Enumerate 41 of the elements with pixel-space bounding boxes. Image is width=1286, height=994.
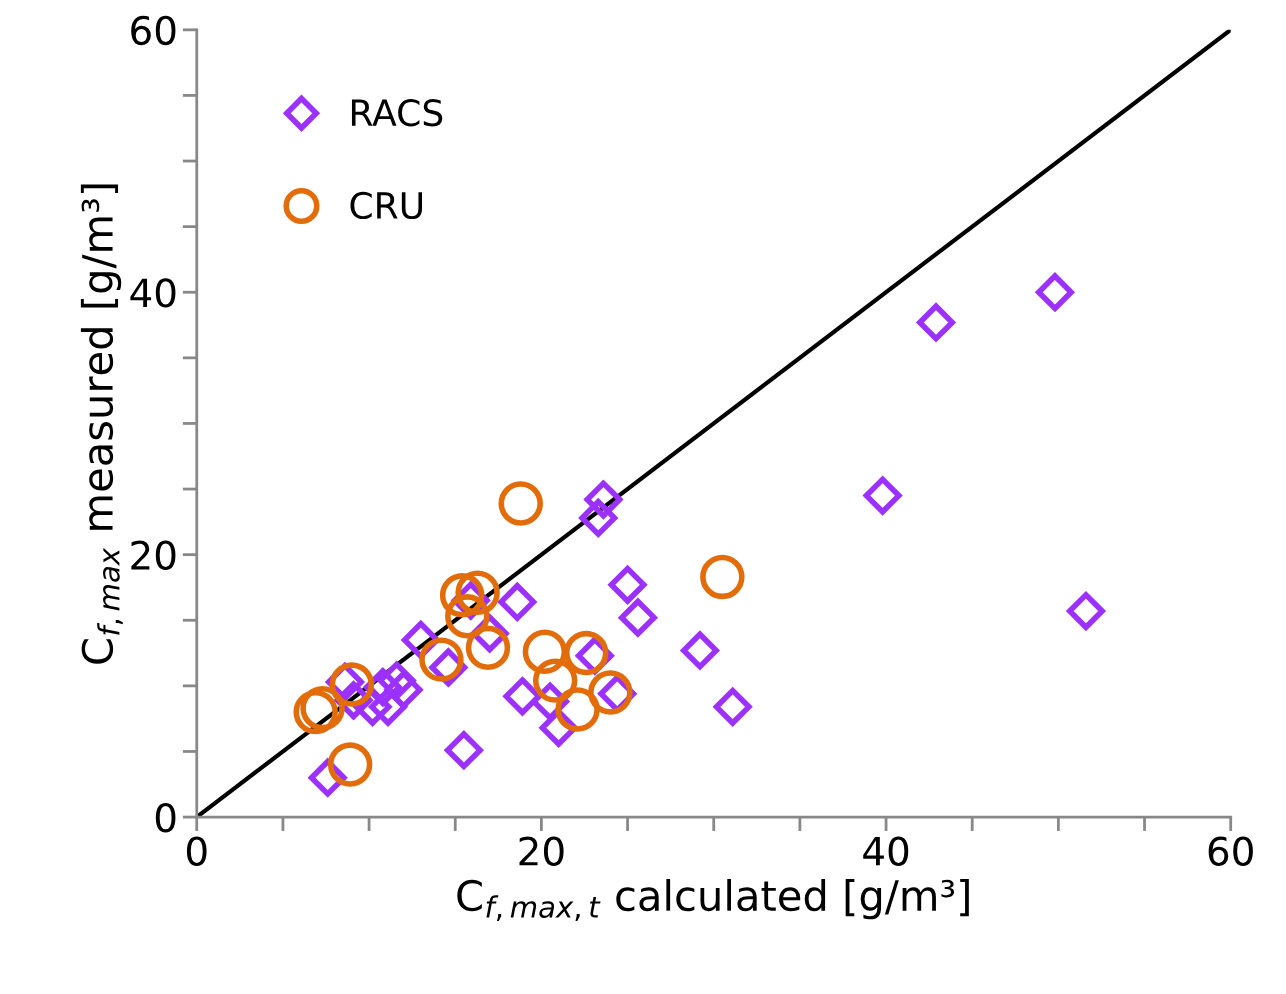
point <box>917 303 956 342</box>
point <box>300 685 345 731</box>
x-tick-label: 60 <box>1208 836 1253 866</box>
point <box>532 658 578 703</box>
point <box>498 481 543 526</box>
x-tick-label: 20 <box>519 836 564 866</box>
legend-label: RACS <box>351 99 443 127</box>
point <box>588 670 633 715</box>
point <box>863 476 902 515</box>
point <box>377 661 416 700</box>
point <box>522 629 568 674</box>
point <box>329 662 375 707</box>
legend-label: CRU <box>350 191 423 220</box>
point <box>445 594 490 639</box>
point <box>293 689 338 735</box>
y-tick-label: 20 <box>131 540 176 570</box>
x-tick-label: 0 <box>186 836 207 866</box>
point <box>439 573 485 618</box>
point <box>1035 273 1074 312</box>
point <box>327 742 373 787</box>
y-axis-title: C$_{f,max}$ measured [g/m³] <box>80 184 123 664</box>
point <box>680 631 719 670</box>
point <box>713 687 752 726</box>
point <box>608 565 647 604</box>
y-tick-label: 60 <box>131 15 176 46</box>
point <box>700 554 745 600</box>
x-axis-title: C$_{f,max,t}$ calculated [g/m³] <box>457 879 969 921</box>
y-tick-label: 0 <box>155 802 176 833</box>
point <box>498 582 537 621</box>
point <box>563 630 609 676</box>
point <box>419 637 464 682</box>
point <box>455 570 500 615</box>
point <box>465 625 511 671</box>
point <box>444 731 483 770</box>
point <box>579 498 618 537</box>
point <box>555 687 600 732</box>
point <box>584 480 623 519</box>
y-tick-label: 40 <box>130 278 176 308</box>
point <box>618 598 657 637</box>
point <box>1066 592 1105 631</box>
x-tick-label: 40 <box>863 836 909 866</box>
